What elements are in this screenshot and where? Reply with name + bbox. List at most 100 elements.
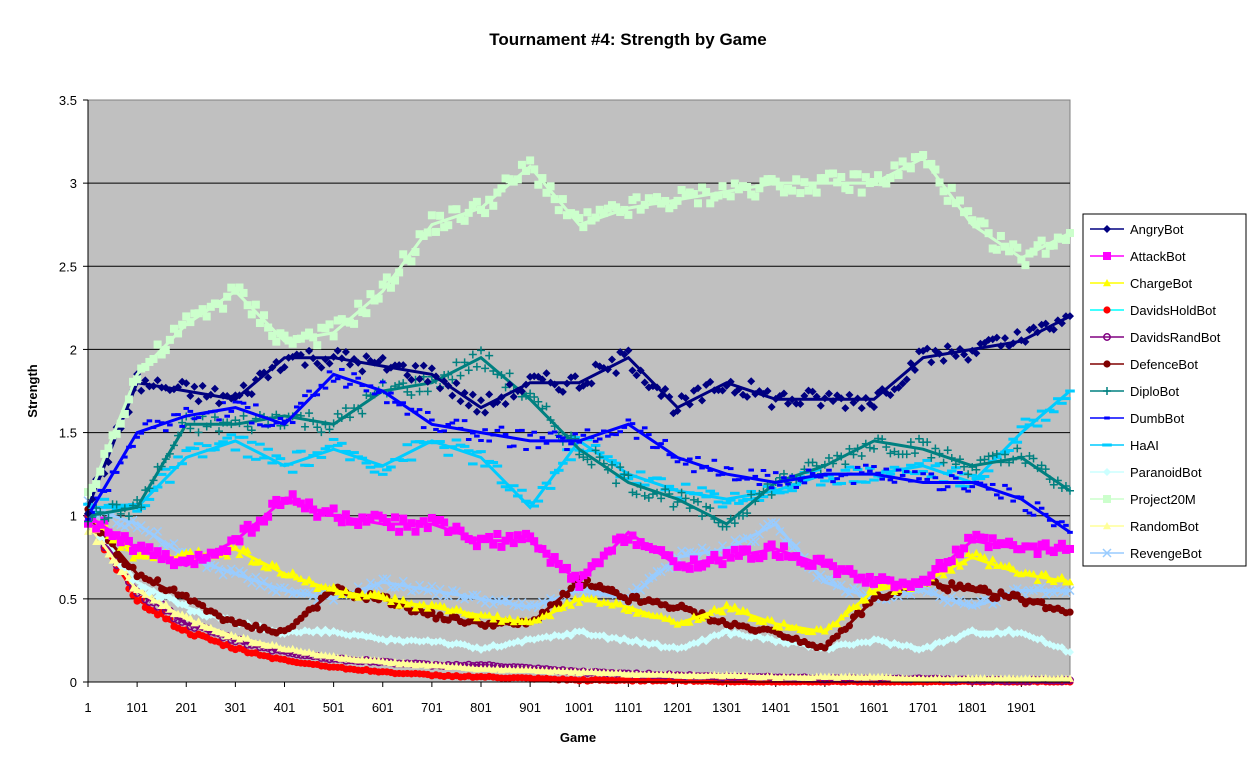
data-point xyxy=(612,479,621,488)
data-point xyxy=(149,476,158,485)
data-point xyxy=(583,568,592,577)
data-point xyxy=(899,473,906,477)
data-point xyxy=(330,379,337,383)
data-point xyxy=(927,358,936,367)
data-point xyxy=(378,353,387,362)
data-point xyxy=(554,559,563,568)
data-point xyxy=(906,164,915,173)
data-point xyxy=(616,463,625,472)
data-point xyxy=(108,556,117,564)
data-point xyxy=(616,600,625,608)
data-point xyxy=(403,387,412,396)
x-tick-label: 401 xyxy=(274,700,296,715)
data-point xyxy=(632,583,642,593)
data-point xyxy=(411,247,420,256)
data-point xyxy=(885,472,896,476)
legend-marker-icon xyxy=(1103,306,1111,314)
data-point xyxy=(664,484,675,488)
data-point xyxy=(661,196,670,205)
x-tick-label: 801 xyxy=(470,700,492,715)
data-point xyxy=(939,356,948,365)
data-point xyxy=(199,601,207,610)
data-point xyxy=(468,536,477,545)
data-point xyxy=(588,435,595,439)
data-point xyxy=(628,604,637,612)
legend-label: RevengeBot xyxy=(1130,546,1202,561)
data-point xyxy=(402,443,413,447)
data-point xyxy=(468,390,477,399)
data-point xyxy=(939,571,948,579)
data-point xyxy=(476,534,485,543)
data-point xyxy=(169,324,178,333)
data-point xyxy=(300,422,309,431)
data-point xyxy=(310,393,316,397)
data-point xyxy=(144,497,155,501)
data-point xyxy=(105,488,112,492)
data-point xyxy=(411,527,420,536)
data-point xyxy=(685,504,694,513)
data-point xyxy=(137,503,146,512)
data-point xyxy=(104,550,113,558)
data-point xyxy=(439,446,449,450)
data-point xyxy=(713,500,724,504)
data-point xyxy=(238,435,249,439)
data-point xyxy=(251,375,260,384)
data-point xyxy=(1037,634,1046,643)
data-point xyxy=(551,430,558,434)
data-point xyxy=(374,511,383,520)
data-point xyxy=(149,382,158,391)
data-point xyxy=(841,460,850,469)
data-point xyxy=(869,403,878,412)
data-point xyxy=(912,470,918,474)
data-point xyxy=(156,472,167,476)
data-point xyxy=(834,477,840,481)
data-point xyxy=(1009,541,1018,550)
data-point xyxy=(1057,319,1066,328)
data-point xyxy=(653,383,662,392)
data-point xyxy=(934,462,945,466)
data-point xyxy=(732,478,738,482)
data-point xyxy=(194,397,203,406)
data-point xyxy=(587,216,596,225)
data-point xyxy=(472,542,481,551)
data-point xyxy=(269,423,276,427)
data-point xyxy=(853,602,862,610)
data-point xyxy=(669,502,678,511)
data-point xyxy=(587,562,596,571)
data-point xyxy=(586,449,597,453)
data-point xyxy=(992,333,1001,342)
data-point xyxy=(919,575,928,584)
data-point xyxy=(378,280,387,289)
data-point xyxy=(128,515,138,525)
data-point xyxy=(1018,495,1025,499)
data-point xyxy=(894,171,903,180)
data-point xyxy=(871,465,877,469)
data-point xyxy=(468,350,477,359)
data-point xyxy=(640,378,649,387)
data-point xyxy=(109,470,116,474)
data-point xyxy=(93,496,99,500)
data-point xyxy=(206,548,215,557)
data-point xyxy=(377,472,388,476)
data-point xyxy=(382,468,392,472)
data-point xyxy=(755,184,764,193)
data-point xyxy=(781,476,787,480)
data-point xyxy=(399,250,408,259)
legend-label: ParanoidBot xyxy=(1130,465,1202,480)
data-point xyxy=(161,600,170,608)
data-point xyxy=(182,312,191,321)
data-point xyxy=(529,504,540,508)
data-point xyxy=(485,351,494,360)
data-point xyxy=(571,594,580,602)
data-point xyxy=(141,486,150,495)
data-point xyxy=(129,377,138,386)
data-point xyxy=(243,634,252,642)
data-point xyxy=(329,595,339,605)
data-point xyxy=(194,309,203,318)
data-point xyxy=(362,592,371,600)
data-point xyxy=(890,587,899,596)
data-point xyxy=(395,601,404,609)
data-point xyxy=(706,556,715,565)
data-point xyxy=(379,380,386,384)
data-point xyxy=(1061,397,1071,401)
